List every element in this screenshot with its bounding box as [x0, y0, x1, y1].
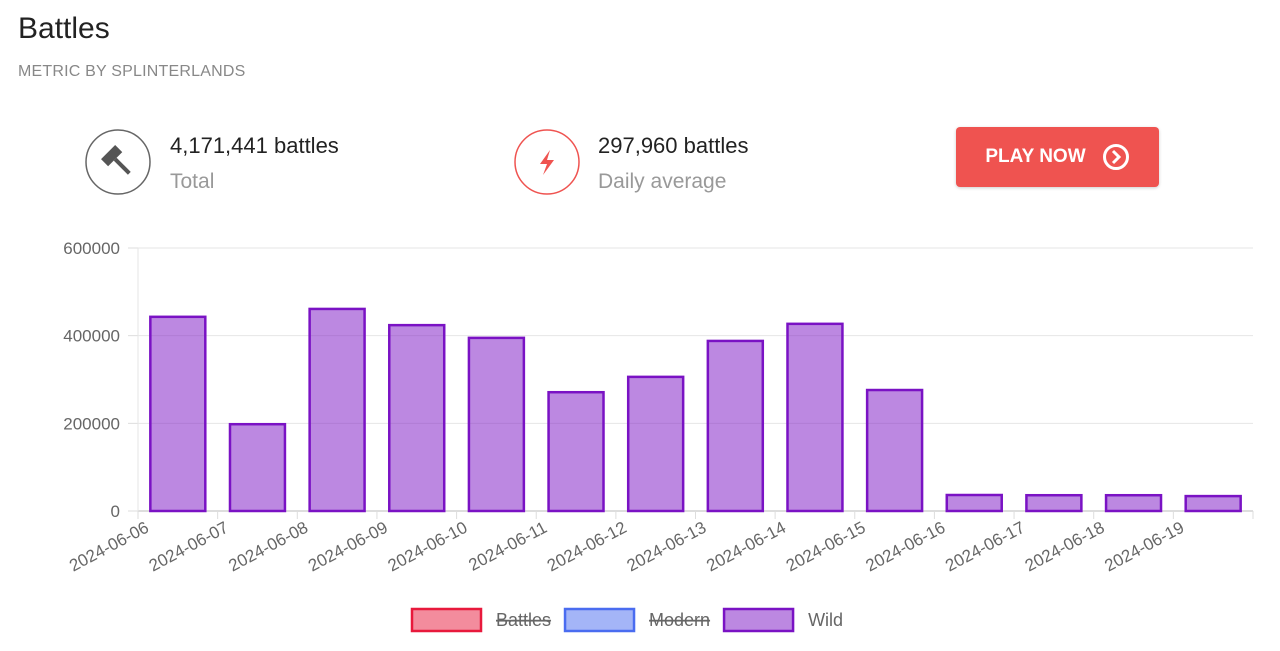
bar: [1104, 493, 1163, 513]
x-tick-label: 2024-06-11: [466, 518, 551, 575]
x-tick-label: 2024-06-14: [703, 518, 789, 576]
y-tick-label: 0: [111, 502, 120, 521]
x-tick-label: 2024-06-15: [783, 518, 869, 576]
y-tick-label: 400000: [63, 327, 120, 346]
stat-label: Daily average: [598, 170, 727, 193]
x-tick-label: 2024-06-08: [225, 518, 311, 576]
stat-value: 297,960 battles: [598, 133, 749, 158]
button-label[interactable]: PLAY NOW: [985, 146, 1086, 167]
x-tick-label: 2024-06-13: [624, 518, 710, 576]
bar: [308, 307, 366, 513]
arrow-icon: [1102, 144, 1129, 170]
y-tick-label: 200000: [63, 414, 120, 433]
legend-label[interactable]: Battles: [496, 610, 551, 630]
bar: [706, 339, 765, 513]
bar: [865, 388, 924, 513]
stat-value: 4,171,441 battles: [170, 133, 339, 158]
y-tick-label: 600000: [63, 239, 120, 258]
legend-label[interactable]: Wild: [808, 610, 843, 630]
bolt-icon: [514, 129, 580, 195]
x-tick-label: 2024-06-16: [863, 518, 949, 576]
legend-swatch[interactable]: [563, 607, 636, 633]
x-tick-label: 2024-06-12: [544, 518, 630, 576]
bar: [547, 390, 605, 513]
stat-label: Total: [170, 170, 215, 193]
play-button[interactable]: PLAY NOW: [956, 127, 1159, 187]
bar: [786, 322, 844, 513]
x-tick-label: 2024-06-09: [305, 518, 391, 576]
x-tick-label: 2024-06-06: [66, 518, 152, 576]
x-tick-label: 2024-06-10: [385, 518, 471, 576]
bar: [149, 315, 207, 513]
bar: [388, 323, 446, 513]
bar: [1025, 493, 1083, 513]
bar: [228, 422, 287, 513]
hammer-icon: [85, 129, 151, 195]
x-tick-label: 2024-06-18: [1022, 518, 1108, 576]
subtitle: METRIC BY SPLINTERLANDS: [18, 63, 246, 80]
bar: [626, 375, 685, 513]
legend-label[interactable]: Modern: [649, 610, 710, 630]
bar: [945, 493, 1003, 513]
legend-swatch[interactable]: [722, 607, 795, 633]
legend-swatch[interactable]: [410, 607, 483, 633]
bar: [1184, 494, 1242, 513]
x-tick-label: 2024-06-17: [942, 518, 1028, 576]
x-tick-label: 2024-06-07: [146, 518, 232, 576]
title: Battles: [18, 12, 110, 45]
bar: [467, 336, 526, 513]
x-tick-label: 2024-06-19: [1102, 518, 1188, 576]
